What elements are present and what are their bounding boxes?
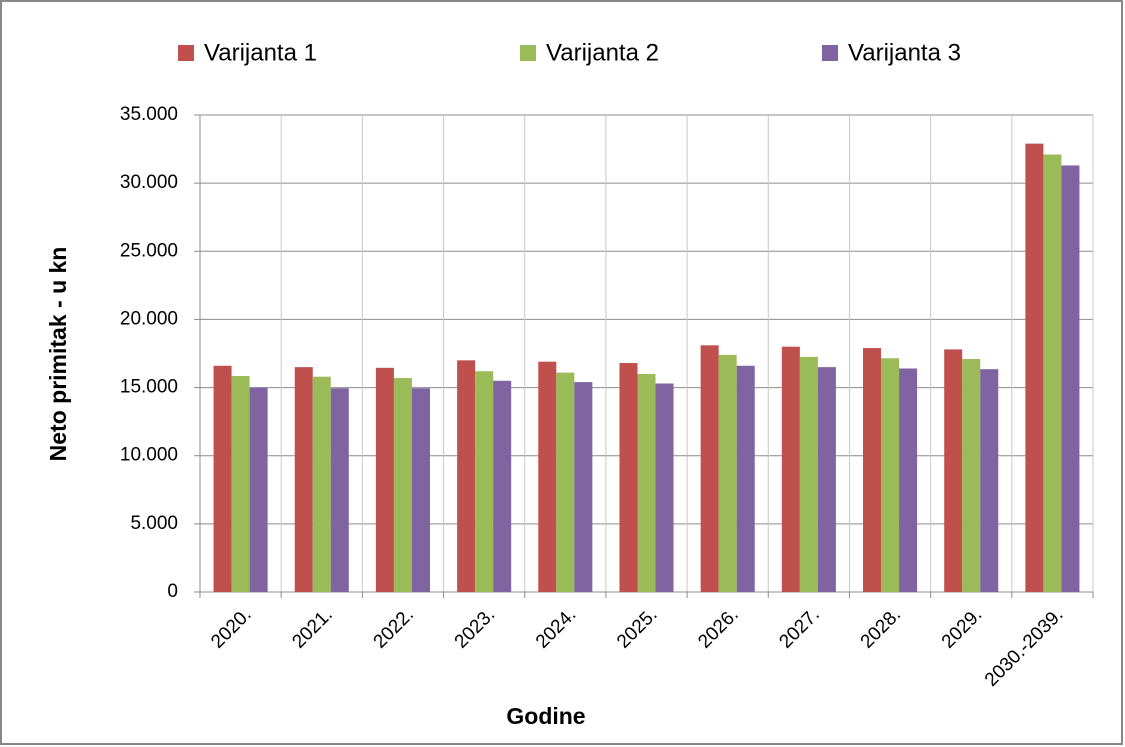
y-axis-label: Neto primitak - u kn: [45, 247, 71, 462]
bar: [231, 375, 250, 592]
bar: [655, 383, 674, 592]
bar: [312, 376, 331, 592]
y-tick-label: 0: [167, 581, 178, 602]
bar: [249, 387, 268, 592]
bar: [294, 367, 313, 592]
bar: [863, 348, 882, 592]
bar: [574, 382, 593, 592]
legend-swatch: [822, 45, 838, 61]
x-axis-label: Godine: [506, 703, 585, 729]
y-tick-label: 35.000: [120, 104, 178, 125]
bar: [980, 369, 999, 592]
bar: [799, 356, 818, 592]
bar: [962, 358, 981, 592]
bar: [1061, 165, 1080, 592]
legend-label: Varijanta 2: [546, 39, 659, 66]
bar: [213, 365, 232, 592]
bar: [619, 363, 638, 592]
legend-swatch: [520, 45, 536, 61]
legend-swatch: [178, 45, 194, 61]
bar: [393, 378, 412, 592]
y-tick-label: 20.000: [120, 308, 178, 329]
bar: [556, 372, 575, 592]
bar: [475, 371, 494, 592]
bar: [718, 354, 737, 592]
y-tick-label: 5.000: [130, 513, 178, 534]
bar: [493, 380, 512, 592]
bar: [538, 361, 557, 592]
bar: [700, 345, 719, 592]
bar: [899, 368, 918, 592]
legend-label: Varijanta 3: [848, 39, 961, 66]
bar: [411, 388, 430, 592]
y-tick-label: 15.000: [120, 377, 178, 398]
bar: [330, 388, 349, 592]
legend-label: Varijanta 1: [204, 39, 317, 66]
bar: [1043, 154, 1062, 592]
bar: [881, 358, 900, 592]
bar: [781, 346, 800, 592]
y-tick-label: 10.000: [120, 445, 178, 466]
bar: [817, 367, 836, 592]
y-tick-label: 30.000: [120, 172, 178, 193]
bar: [736, 365, 755, 592]
bar: [637, 373, 656, 592]
bar: [944, 349, 963, 592]
bar: [375, 367, 394, 592]
bar: [457, 360, 476, 592]
y-tick-label: 25.000: [120, 240, 178, 261]
bar: [1025, 143, 1044, 592]
